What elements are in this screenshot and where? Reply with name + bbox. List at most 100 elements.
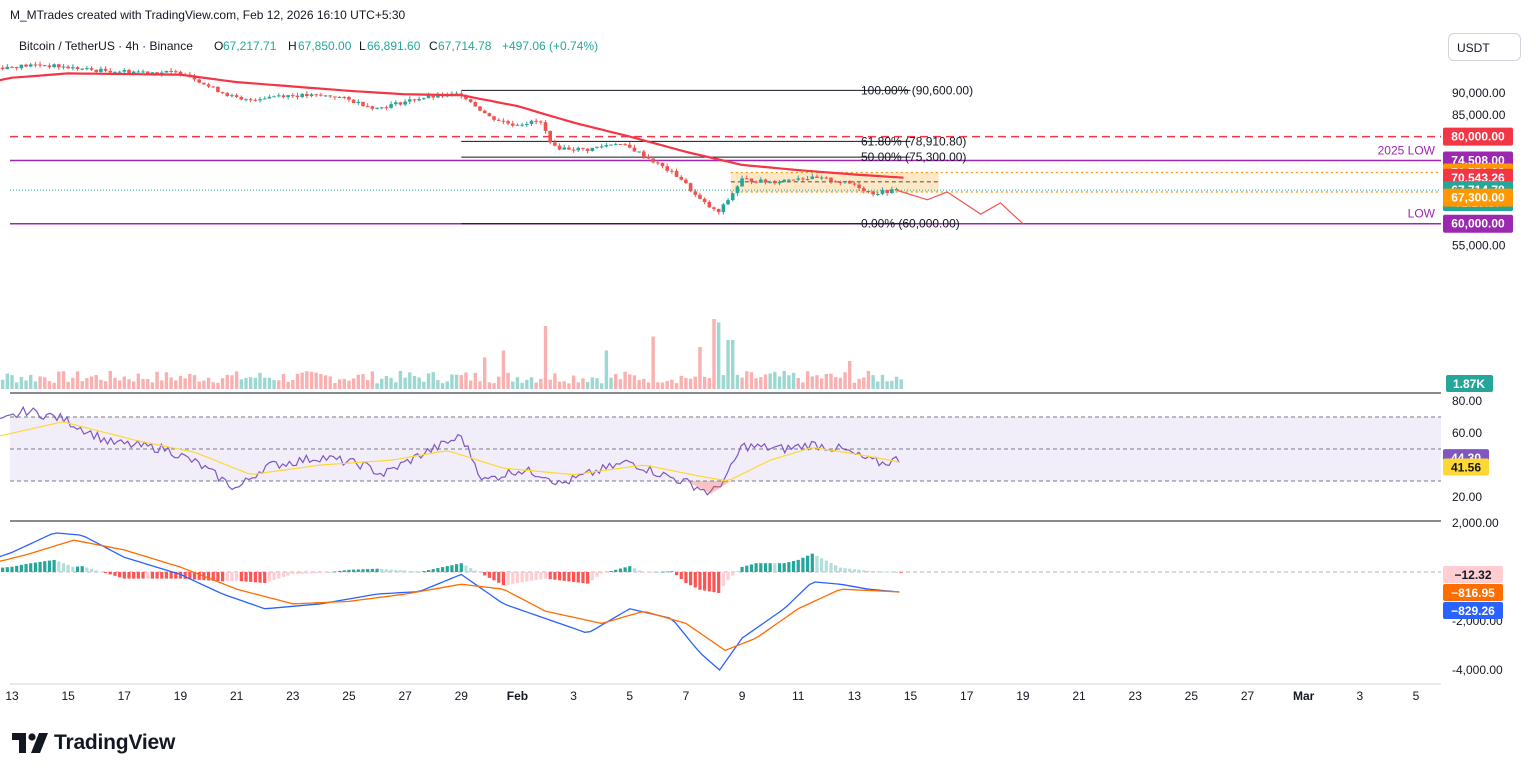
volume-bar — [726, 340, 730, 389]
time-axis-tick: 19 — [1016, 689, 1030, 703]
candle-body — [117, 71, 122, 73]
time-axis-tick: 29 — [455, 689, 469, 703]
candle-body — [5, 66, 10, 70]
macd-histogram-bar — [894, 572, 899, 573]
volume-bar — [848, 361, 852, 389]
macd-histogram-bar — [581, 572, 585, 584]
candle-body — [585, 148, 590, 151]
macd-histogram-bar — [225, 572, 229, 582]
macd-histogram-bar — [646, 572, 651, 573]
macd-histogram-bar — [656, 572, 660, 573]
macd-histogram-bar — [333, 571, 337, 573]
macd-histogram-bar — [852, 569, 856, 572]
time-axis-tick: 27 — [1241, 689, 1255, 703]
volume-bar — [286, 381, 290, 389]
candle-body — [744, 178, 749, 180]
candle-body — [454, 93, 459, 95]
macd-histogram-bar — [782, 563, 786, 572]
candle-body — [178, 71, 183, 75]
candle-body — [740, 178, 744, 187]
macd-histogram-bar — [366, 569, 370, 572]
candle-body — [501, 120, 506, 122]
time-axis-tick: 13 — [848, 689, 862, 703]
macd-histogram-bar — [417, 572, 421, 573]
macd-histogram-bar — [590, 572, 594, 581]
candle-body — [562, 147, 567, 150]
candle-body — [389, 104, 393, 108]
volume-bar — [787, 375, 791, 389]
candle-body — [220, 92, 225, 94]
volume-bar — [829, 373, 833, 389]
macd-histogram-bar — [455, 564, 459, 572]
candle-body — [801, 178, 805, 180]
candle-body — [730, 193, 735, 201]
volume-bar — [880, 374, 885, 389]
volume-bar — [314, 372, 318, 389]
macd-histogram-bar — [113, 572, 117, 576]
candle-body — [314, 94, 318, 96]
macd-histogram-bar — [506, 572, 510, 585]
candle-body — [99, 68, 103, 72]
macd-histogram-bar — [834, 565, 838, 572]
candle-body — [436, 94, 440, 98]
time-axis-tick: 17 — [960, 689, 974, 703]
volume-bar — [24, 380, 28, 389]
macd-histogram-bar — [543, 572, 548, 579]
macd-histogram-bar — [525, 572, 529, 582]
macd-histogram-bar — [164, 572, 169, 579]
volume-bar — [890, 380, 894, 389]
volume-bar — [99, 379, 103, 389]
volume-bar — [497, 376, 501, 389]
macd-histogram-bar — [810, 553, 814, 572]
candle-body — [646, 157, 651, 159]
volume-bar — [174, 380, 178, 389]
volume-bar — [417, 377, 421, 389]
macd-histogram-bar — [539, 572, 543, 580]
volume-bar — [333, 383, 337, 389]
time-axis-tick: 15 — [61, 689, 75, 703]
volume-bar — [169, 377, 173, 389]
candle-body — [295, 95, 300, 98]
volume-bar — [384, 376, 389, 389]
volume-bar — [894, 376, 899, 389]
macd-histogram-bar — [253, 572, 257, 583]
candle-body — [216, 86, 220, 93]
macd-histogram-bar — [295, 572, 300, 575]
macd-histogram-bar — [104, 572, 108, 574]
macd-histogram-bar — [61, 563, 66, 572]
volume-bar — [459, 375, 463, 389]
volume-bar — [33, 381, 38, 389]
macd-axis-tick: 2,000.00 — [1452, 516, 1499, 530]
candle-body — [206, 84, 211, 87]
volume-bar — [75, 371, 80, 389]
candle-body — [253, 99, 258, 101]
macd-histogram-bar — [726, 572, 730, 580]
volume-bar — [791, 372, 796, 389]
rsi-oversold-fill — [685, 481, 731, 494]
macd-histogram-bar — [267, 572, 271, 582]
candle-body — [94, 69, 99, 72]
volume-bar — [656, 382, 660, 389]
macd-histogram-bar — [150, 572, 154, 579]
volume-bar — [10, 375, 14, 389]
volume-bar — [365, 380, 370, 389]
macd-histogram-bar — [885, 571, 889, 573]
time-axis-tick: 3 — [570, 689, 577, 703]
candle-body — [763, 179, 768, 183]
volume-bar — [305, 371, 309, 389]
macd-value-badge-bg — [1443, 602, 1503, 619]
currency-button[interactable]: USDT — [1448, 33, 1521, 61]
macd-histogram-bar — [38, 561, 42, 572]
macd-histogram-bar — [43, 561, 47, 572]
candle-body — [431, 95, 435, 98]
price-level-badge: 67,300.00 — [1451, 191, 1505, 205]
volume-bar — [202, 380, 206, 389]
price-level-badge-bg — [1443, 188, 1513, 207]
volume-bar — [80, 381, 84, 389]
candle-body — [843, 180, 847, 183]
rsi-ma-badge: 41.56 — [1451, 461, 1481, 475]
volume-bar — [576, 382, 580, 389]
macd-histogram-bar — [712, 572, 716, 593]
candle-body — [787, 179, 791, 181]
